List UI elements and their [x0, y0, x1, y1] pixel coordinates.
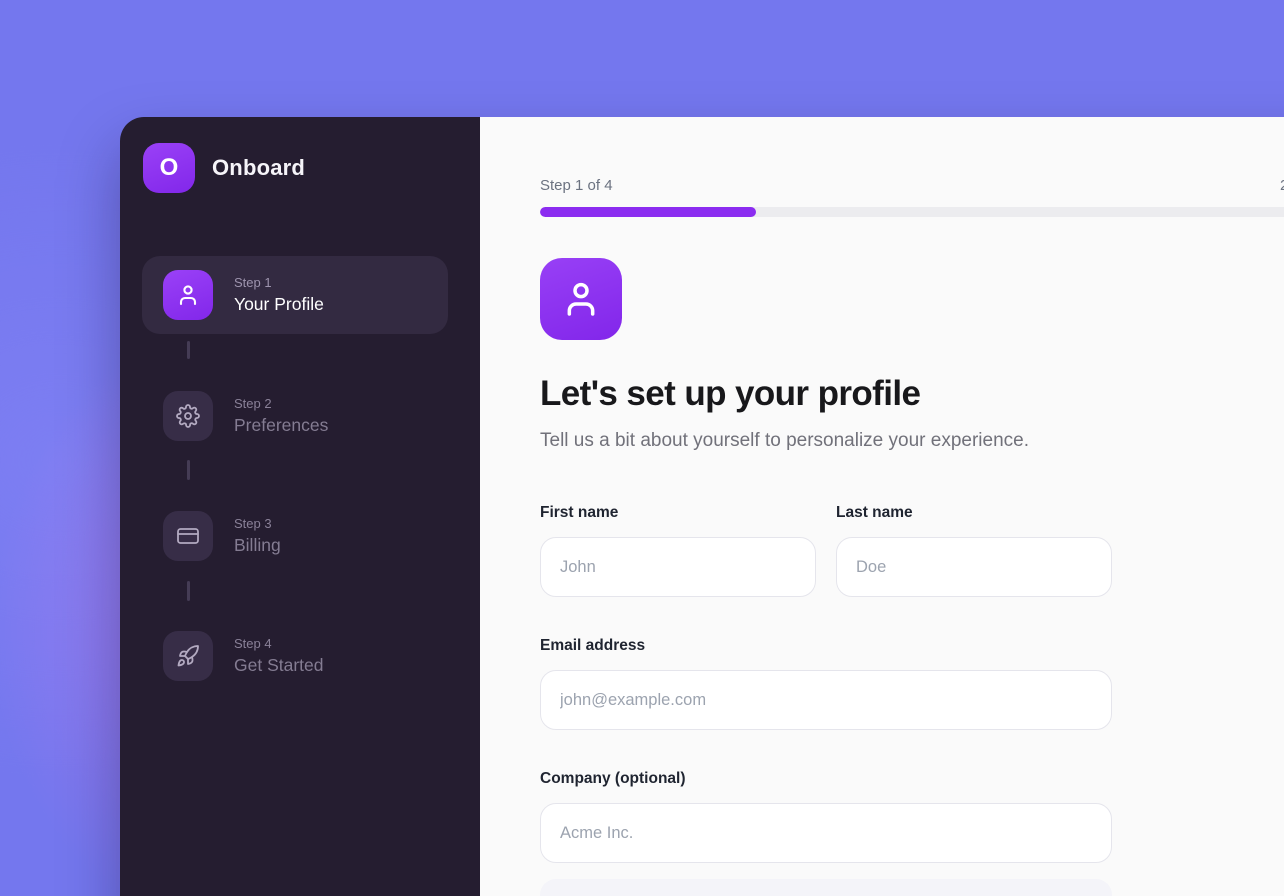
credit-card-icon — [163, 511, 213, 561]
sidebar: O Onboard Step 1 Your Profile — [120, 117, 480, 896]
sidebar-item-get-started[interactable]: Step 4 Get Started — [142, 617, 448, 695]
step-title: Billing — [234, 535, 281, 555]
progress-percent-label: 25% — [1280, 177, 1284, 194]
gear-icon — [163, 391, 213, 441]
sidebar-item-preferences[interactable]: Step 2 Preferences — [142, 377, 448, 455]
step-title: Your Profile — [234, 294, 324, 314]
sidebar-item-billing[interactable]: Step 3 Billing — [142, 497, 448, 575]
app-logo: O — [143, 143, 195, 193]
profile-form: First name Last name Email address Compa… — [540, 504, 1112, 896]
last-name-field[interactable] — [836, 537, 1112, 597]
progress-bar-fill — [540, 207, 756, 217]
step-number-label: Step 3 — [234, 516, 272, 531]
logo-letter: O — [159, 154, 179, 181]
first-name-label: First name — [540, 504, 619, 521]
email-field[interactable] — [540, 670, 1112, 730]
step-connector — [187, 341, 190, 359]
user-icon — [540, 258, 622, 340]
step-connector — [187, 460, 190, 480]
step-number-label: Step 2 — [234, 396, 272, 411]
step-title: Preferences — [234, 415, 329, 435]
email-label: Email address — [540, 637, 646, 654]
first-name-field[interactable] — [540, 537, 816, 597]
rocket-icon — [163, 631, 213, 681]
step-connector — [187, 581, 190, 601]
step-number-label: Step 4 — [234, 636, 272, 651]
app-name: Onboard — [212, 155, 306, 180]
page-title: Let's set up your profile — [540, 374, 921, 413]
company-label: Company (optional) — [540, 770, 686, 787]
progress-step-label: Step 1 of 4 — [540, 177, 613, 194]
progress-header: Step 1 of 4 25% — [540, 177, 1284, 194]
company-field[interactable] — [540, 803, 1112, 863]
sidebar-item-your-profile[interactable]: Step 1 Your Profile — [142, 256, 448, 334]
cropped-bottom-element — [540, 879, 1112, 896]
onboarding-window: O Onboard Step 1 Your Profile — [120, 117, 1284, 896]
step-title: Get Started — [234, 655, 324, 675]
page-subtitle: Tell us a bit about yourself to personal… — [540, 430, 1029, 451]
progress-bar — [540, 207, 1284, 217]
step-number-label: Step 1 — [234, 275, 272, 290]
main-panel: Step 1 of 4 25% Let's set up your profil… — [480, 117, 1284, 896]
user-icon — [163, 270, 213, 320]
app-brand: O Onboard — [143, 143, 305, 193]
last-name-label: Last name — [836, 504, 913, 521]
